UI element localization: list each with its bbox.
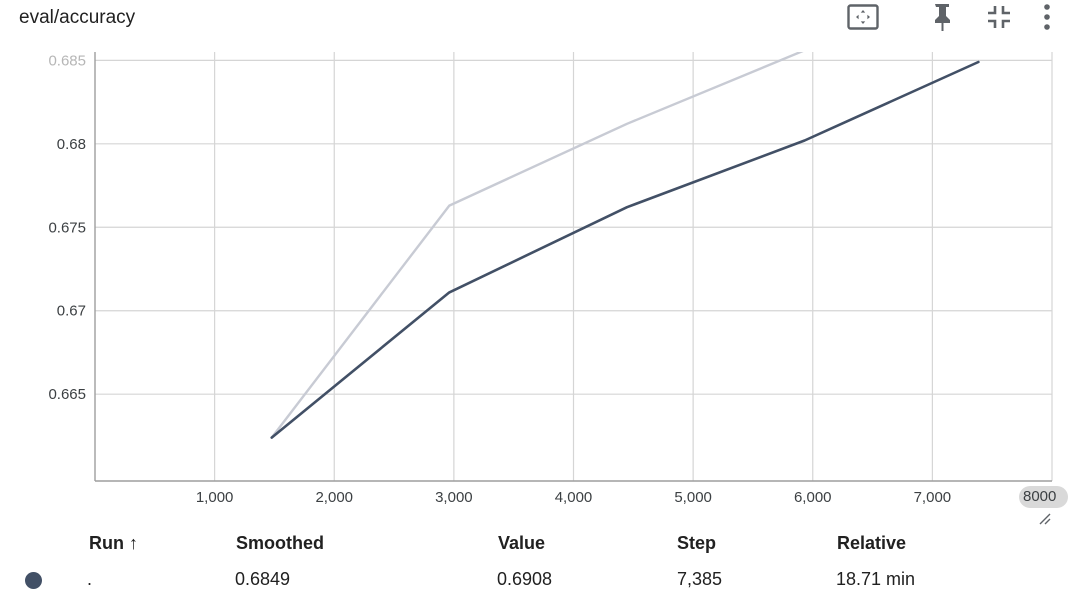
relative-time-cell: 18.71 min — [836, 569, 916, 589]
x-tick-label: 7,000 — [914, 489, 952, 506]
x-tick-label: 5,000 — [674, 489, 712, 506]
x-tick-label: 3,000 — [435, 489, 473, 506]
card-toolbar — [828, 0, 1068, 36]
column-header-run[interactable]: Run ↑ — [89, 533, 138, 553]
chart-grid — [95, 52, 1053, 481]
x-tick-label: 2,000 — [315, 489, 353, 506]
fit-domain-button[interactable] — [846, 2, 880, 32]
chart-axes — [94, 52, 1052, 482]
smoothed-value-cell: 0.6849 — [235, 569, 291, 589]
x-axis-overflow-label: 8000 — [1019, 486, 1068, 508]
chart-tick-labels: 1,000 2,000 3,000 4,000 5,000 6,000 7,000 0.665… — [48, 52, 951, 506]
smoothed-series-line — [270, 60, 980, 439]
x-tick-label: 6,000 — [794, 489, 832, 506]
column-header-value[interactable]: Value — [498, 533, 546, 553]
chart-series — [270, 52, 980, 439]
column-header-relative[interactable]: Relative — [837, 533, 907, 553]
pin-button[interactable] — [925, 2, 959, 32]
resize-handle-icon[interactable] — [1036, 510, 1052, 526]
y-tick-label: 0.685 — [48, 52, 86, 69]
run-table: Run ↑ Smoothed Value Step Relative . 0.6… — [0, 527, 1068, 606]
raw-value-cell: 0.6908 — [497, 569, 553, 589]
y-tick-label: 0.675 — [48, 219, 86, 236]
x-tick-label: 1,000 — [196, 489, 234, 506]
run-name-cell: . — [87, 569, 93, 589]
pin-icon — [935, 4, 950, 31]
column-header-smoothed[interactable]: Smoothed — [236, 533, 324, 553]
y-tick-label: 0.67 — [57, 303, 86, 320]
raw-series-line — [270, 52, 804, 439]
step-cell: 7,385 — [677, 569, 723, 589]
collapse-icon — [988, 6, 1010, 28]
more-options-button[interactable] — [1030, 2, 1064, 32]
y-tick-label: 0.665 — [48, 386, 86, 403]
line-chart[interactable]: 1,000 2,000 3,000 4,000 5,000 6,000 7,000 0.665… — [0, 0, 1068, 527]
x-tick-label: 4,000 — [555, 489, 593, 506]
fit-domain-icon — [847, 4, 879, 30]
run-color-dot — [25, 572, 42, 589]
card-title: eval/accuracy — [19, 7, 136, 28]
collapse-button[interactable] — [982, 2, 1016, 32]
more-vert-icon — [1044, 4, 1050, 30]
y-tick-label: 0.68 — [57, 136, 86, 153]
column-header-step[interactable]: Step — [677, 533, 717, 553]
